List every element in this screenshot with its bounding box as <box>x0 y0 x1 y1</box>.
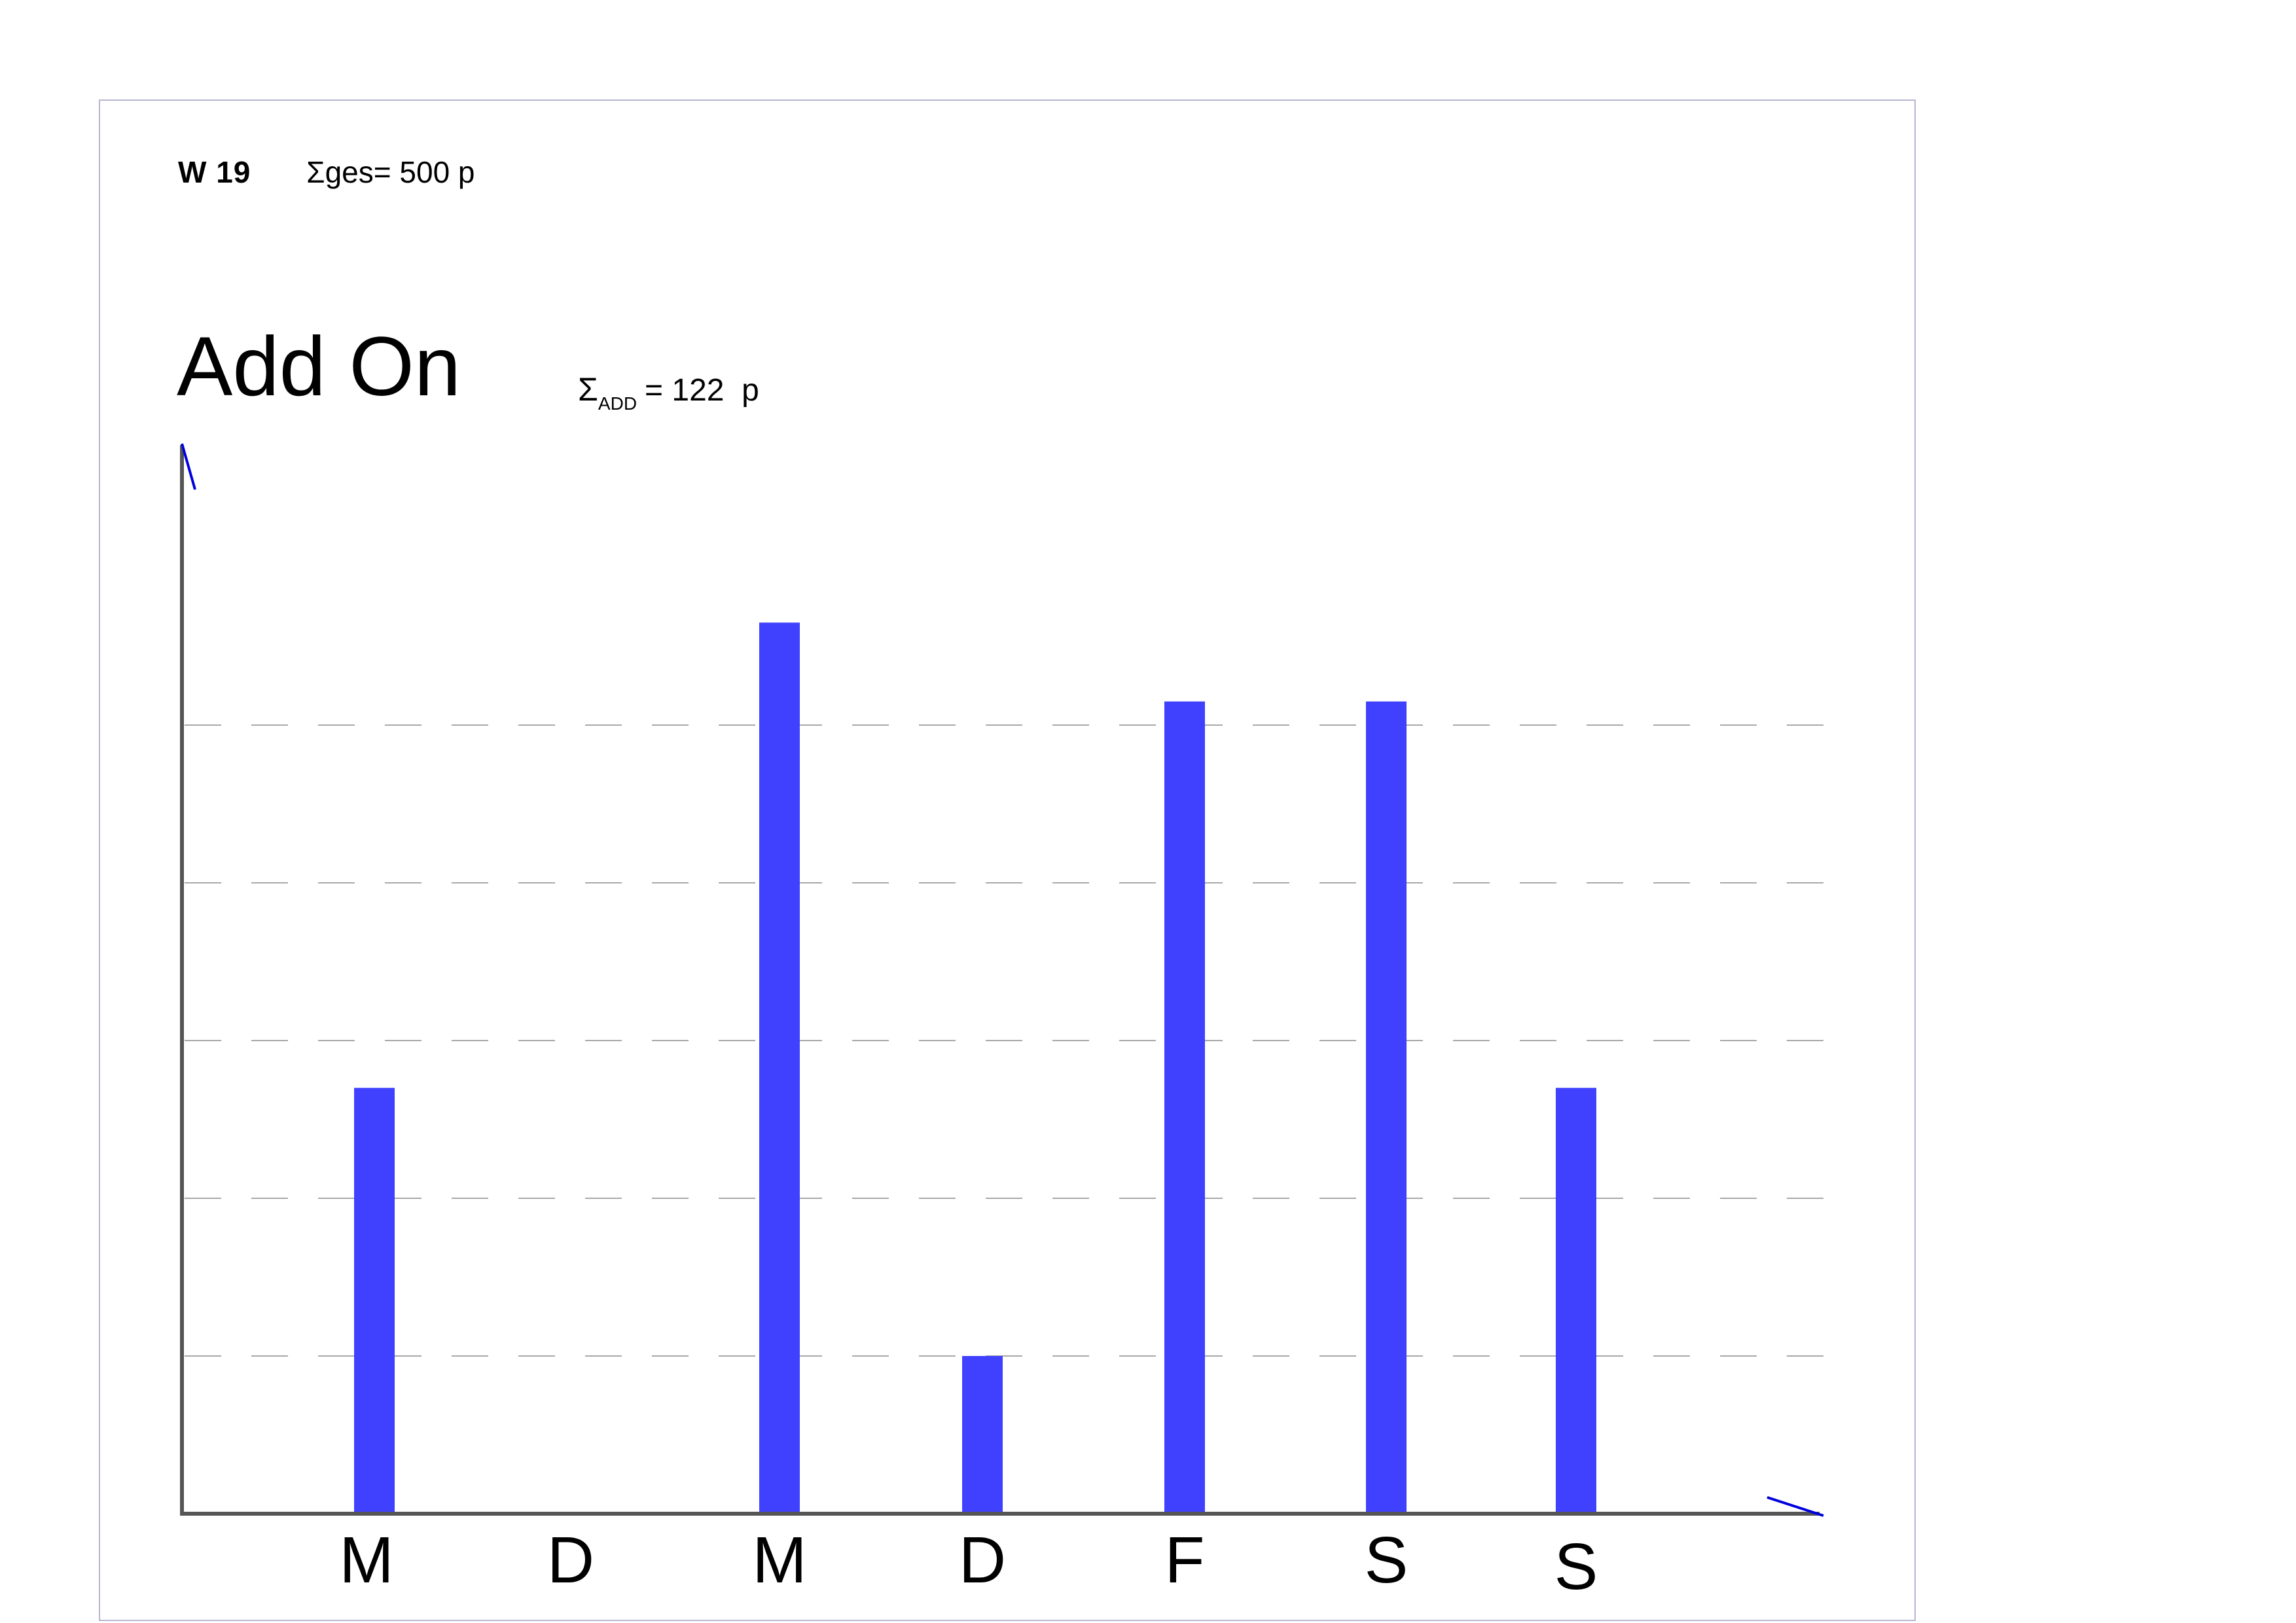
x-tick-label: D <box>547 1524 594 1597</box>
grid-lines <box>185 724 1833 1357</box>
total-value: 500 p <box>399 155 475 189</box>
x-tick-label: D <box>959 1524 1006 1597</box>
x-axis-arrow-icon <box>1767 1496 1824 1517</box>
x-tick-label: F <box>1164 1524 1204 1597</box>
sum-symbol: Σ <box>578 371 598 408</box>
chart-frame <box>99 99 1916 1621</box>
sum-unit: p <box>742 373 759 408</box>
bar <box>354 1088 395 1514</box>
sum-equals: = 122 <box>645 373 725 408</box>
total-label: Σges= <box>306 155 391 189</box>
page-title: Add On <box>177 320 461 414</box>
x-tick-label: S <box>1365 1524 1408 1597</box>
x-tick-label: M <box>339 1524 393 1597</box>
bars <box>354 622 1596 1514</box>
y-axis-arrow-icon <box>181 443 196 490</box>
add-sum: ΣADD = 122 p <box>578 370 759 414</box>
bar <box>1366 701 1407 1514</box>
x-tick-label: M <box>752 1524 806 1597</box>
bar <box>759 622 800 1514</box>
bar <box>1164 701 1205 1514</box>
bar <box>1556 1088 1596 1514</box>
week-label: W 19 <box>178 155 251 189</box>
bar <box>962 1356 1003 1514</box>
x-tick-label: S <box>1554 1530 1598 1603</box>
sum-subscript: ADD <box>598 393 637 414</box>
header: W 19 Σges= 500 p <box>178 154 475 190</box>
